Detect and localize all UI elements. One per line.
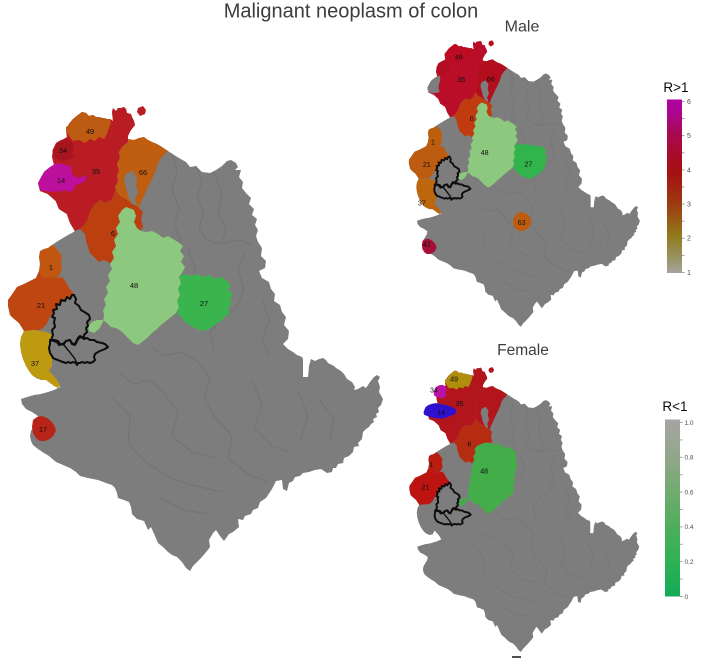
svg-text:0.6: 0.6 bbox=[685, 489, 694, 496]
svg-text:49: 49 bbox=[86, 127, 94, 136]
svg-text:R>1: R>1 bbox=[663, 80, 688, 95]
svg-text:35: 35 bbox=[92, 167, 100, 176]
svg-text:0.8: 0.8 bbox=[685, 455, 694, 462]
svg-text:0: 0 bbox=[685, 594, 689, 601]
svg-text:4: 4 bbox=[687, 167, 691, 174]
svg-text:1: 1 bbox=[49, 263, 53, 272]
svg-text:21: 21 bbox=[423, 161, 431, 169]
svg-text:37: 37 bbox=[418, 199, 426, 207]
svg-text:Female: Female bbox=[497, 342, 549, 359]
svg-text:35: 35 bbox=[457, 76, 465, 84]
svg-text:48: 48 bbox=[481, 149, 489, 157]
svg-text:34: 34 bbox=[430, 388, 438, 395]
svg-text:Male: Male bbox=[505, 19, 540, 36]
svg-text:R<1: R<1 bbox=[662, 399, 687, 414]
svg-text:49: 49 bbox=[455, 53, 463, 61]
svg-text:6: 6 bbox=[111, 229, 115, 238]
svg-text:6: 6 bbox=[687, 99, 691, 106]
svg-text:1: 1 bbox=[430, 462, 434, 469]
svg-text:42: 42 bbox=[423, 241, 431, 249]
svg-text:48: 48 bbox=[480, 469, 488, 476]
svg-text:35: 35 bbox=[456, 401, 464, 408]
svg-text:37: 37 bbox=[31, 359, 39, 368]
svg-text:21: 21 bbox=[37, 301, 45, 310]
svg-text:5: 5 bbox=[687, 133, 691, 140]
svg-text:34: 34 bbox=[59, 146, 67, 155]
svg-text:63: 63 bbox=[518, 219, 526, 227]
svg-text:21: 21 bbox=[421, 485, 429, 492]
svg-text:48: 48 bbox=[130, 281, 138, 290]
svg-text:17: 17 bbox=[39, 425, 47, 434]
svg-text:6: 6 bbox=[468, 442, 472, 449]
svg-text:66: 66 bbox=[139, 168, 147, 177]
svg-text:3: 3 bbox=[687, 202, 691, 209]
svg-text:66: 66 bbox=[487, 76, 495, 84]
svg-text:6: 6 bbox=[470, 115, 474, 123]
svg-text:14: 14 bbox=[57, 176, 65, 185]
svg-text:0.2: 0.2 bbox=[685, 559, 694, 566]
svg-text:2: 2 bbox=[687, 236, 691, 243]
svg-text:14: 14 bbox=[437, 410, 445, 417]
svg-text:27: 27 bbox=[524, 161, 532, 169]
svg-text:Malignant neoplasm of colon: Malignant neoplasm of colon bbox=[224, 1, 479, 23]
svg-text:49: 49 bbox=[450, 377, 458, 384]
svg-text:1: 1 bbox=[687, 270, 691, 277]
svg-text:27: 27 bbox=[200, 299, 208, 308]
svg-text:1: 1 bbox=[431, 138, 435, 146]
svg-text:0.4: 0.4 bbox=[685, 524, 694, 531]
svg-text:1.0: 1.0 bbox=[685, 420, 694, 427]
